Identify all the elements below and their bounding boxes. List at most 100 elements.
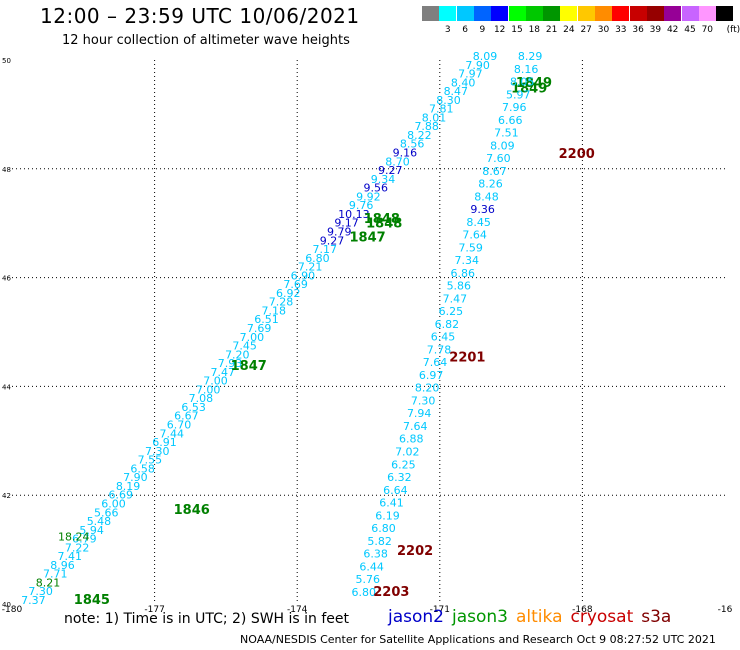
wave-height-value: 7.59 [458, 241, 483, 254]
wave-height-value: 9.17 [334, 217, 359, 230]
wave-height-value: 7.21 [298, 261, 323, 274]
legend-swatch [560, 6, 578, 21]
wave-height-value: 6.69 [109, 489, 134, 502]
wave-height-value: 8.22 [407, 129, 432, 142]
wave-height-value: 9.36 [470, 203, 495, 216]
wave-height-value: 7.69 [283, 278, 308, 291]
wave-height-value: 7.55 [138, 454, 163, 467]
wave-height-value: 6.80 [305, 252, 330, 265]
legend-swatch [456, 6, 474, 21]
pass-time-label: 1848 [366, 217, 402, 232]
wave-height-value: 7.41 [58, 550, 83, 563]
lon-tick-label: -177 [144, 605, 164, 615]
pass-time-label: 2203 [373, 585, 409, 600]
wave-height-value: 7.30 [411, 394, 436, 407]
legend-swatch [543, 6, 561, 21]
wave-height-value: 6.79 [72, 533, 97, 546]
wave-height-value: 9.16 [393, 147, 418, 160]
wave-height-value: 8.16 [514, 63, 539, 76]
legend-label: 3 [444, 25, 451, 35]
wave-height-value: 5.94 [79, 524, 104, 537]
wave-height-value: 5.97 [506, 88, 531, 101]
wave-height-value: 8.29 [518, 50, 543, 63]
wave-height-value: 7.44 [160, 427, 185, 440]
legend-label: 70 [701, 25, 714, 35]
wave-height-value: 7.28 [269, 296, 294, 309]
legend-label: 30 [597, 25, 610, 35]
wave-height-value: 7.81 [429, 103, 454, 116]
satellite-legend: jason2 jason3 altika cryosat s3a [388, 607, 679, 627]
satellite-label-jason3: jason3 [452, 607, 508, 627]
wave-height-value: 7.00 [203, 375, 228, 388]
wave-height-value: 9.34 [371, 173, 396, 186]
wave-height-value: 8.26 [478, 178, 503, 191]
pass-time-label: 1847 [349, 231, 385, 246]
wave-height-value: 6.51 [254, 313, 279, 326]
legend-swatch [577, 6, 595, 21]
wave-height-value: 10.13 [338, 208, 370, 221]
legend-label: 21 [545, 25, 558, 35]
wave-height-value: 7.34 [454, 254, 479, 267]
wave-height-value: 8.30 [436, 94, 461, 107]
wave-height-value: 8.48 [474, 190, 499, 203]
wave-height-value: 7.90 [123, 471, 148, 484]
wave-height-value: 18.24 [58, 530, 90, 543]
legend-swatch [698, 6, 716, 21]
wave-height-value: 6.90 [291, 269, 316, 282]
wave-height-value: 6.00 [101, 497, 126, 510]
footer-note: note: 1) Time is in UTC; 2) SWH is in fe… [64, 611, 350, 627]
wave-height-value: 8.20 [415, 382, 440, 395]
legend-label: 15 [511, 25, 523, 35]
wave-height-value: 9.79 [327, 225, 352, 238]
lon-tick-label: -180 [2, 605, 23, 615]
wave-height-value: 6.53 [181, 401, 206, 414]
lat-tick-label: 46 [2, 275, 11, 283]
wave-height-value: 8.01 [422, 111, 447, 124]
wave-height-value: 8.47 [444, 85, 469, 98]
wave-height-value: 5.48 [87, 515, 112, 528]
pass-time-label: 2201 [449, 350, 485, 365]
wave-height-value: 8.56 [400, 138, 425, 151]
wave-height-value: 6.86 [451, 267, 476, 280]
map-grid [12, 60, 725, 604]
page-title: 12:00 – 23:59 UTC 10/06/2021 [40, 4, 360, 28]
wave-height-value: 5.66 [94, 506, 119, 519]
wave-height-value: 6.38 [363, 548, 388, 561]
pass-time-label: 2202 [397, 544, 433, 559]
wave-height-value: 7.71 [43, 568, 68, 581]
wave-height-value: 6.88 [399, 433, 424, 446]
wave-height-value: 7.17 [312, 243, 337, 256]
footer-credit: NOAA/NESDIS Center for Satellite Applica… [240, 633, 716, 646]
wave-height-value: 7.60 [486, 152, 511, 165]
wave-height-value: 7.69 [247, 322, 272, 335]
legend-swatch [439, 6, 457, 21]
lat-tick-label: 42 [2, 492, 11, 500]
wave-height-value: 7.97 [458, 68, 483, 81]
wave-height-value: 9.27 [320, 234, 345, 247]
pass-time-label: 1845 [74, 593, 110, 608]
legend-swatch [716, 6, 734, 21]
wave-height-value: 6.66 [498, 114, 523, 127]
legend-unit: (ft) [726, 25, 740, 35]
legend-label: 36 [632, 25, 644, 35]
wave-height-value: 7.47 [443, 292, 468, 305]
wave-height-value: 8.70 [385, 155, 410, 168]
legend-label: 12 [493, 25, 506, 35]
pass-time-label: 1849 [511, 82, 547, 97]
pass-time-label: 1846 [174, 503, 210, 518]
legend-label: 33 [615, 25, 627, 35]
wave-height-value: 7.22 [65, 541, 90, 554]
legend-swatch [629, 6, 647, 21]
wave-height-value: 7.90 [465, 59, 490, 72]
wave-height-value: 6.91 [152, 436, 177, 449]
wave-height-value: 6.92 [276, 287, 301, 300]
legend-swatch [664, 6, 682, 21]
legend-swatch [473, 6, 491, 21]
altimeter-track-2: 6.805.766.446.385.826.806.196.416.646.32… [351, 50, 594, 600]
map-axes: -180 -177 -174 -171 -168 -16 50 48 46 44 42 40 [2, 57, 733, 615]
legend-swatch [422, 6, 439, 21]
pass-time-label: 1847 [231, 359, 267, 374]
legend-swatch [508, 6, 526, 21]
pass-time-label: 1849 [516, 76, 552, 91]
